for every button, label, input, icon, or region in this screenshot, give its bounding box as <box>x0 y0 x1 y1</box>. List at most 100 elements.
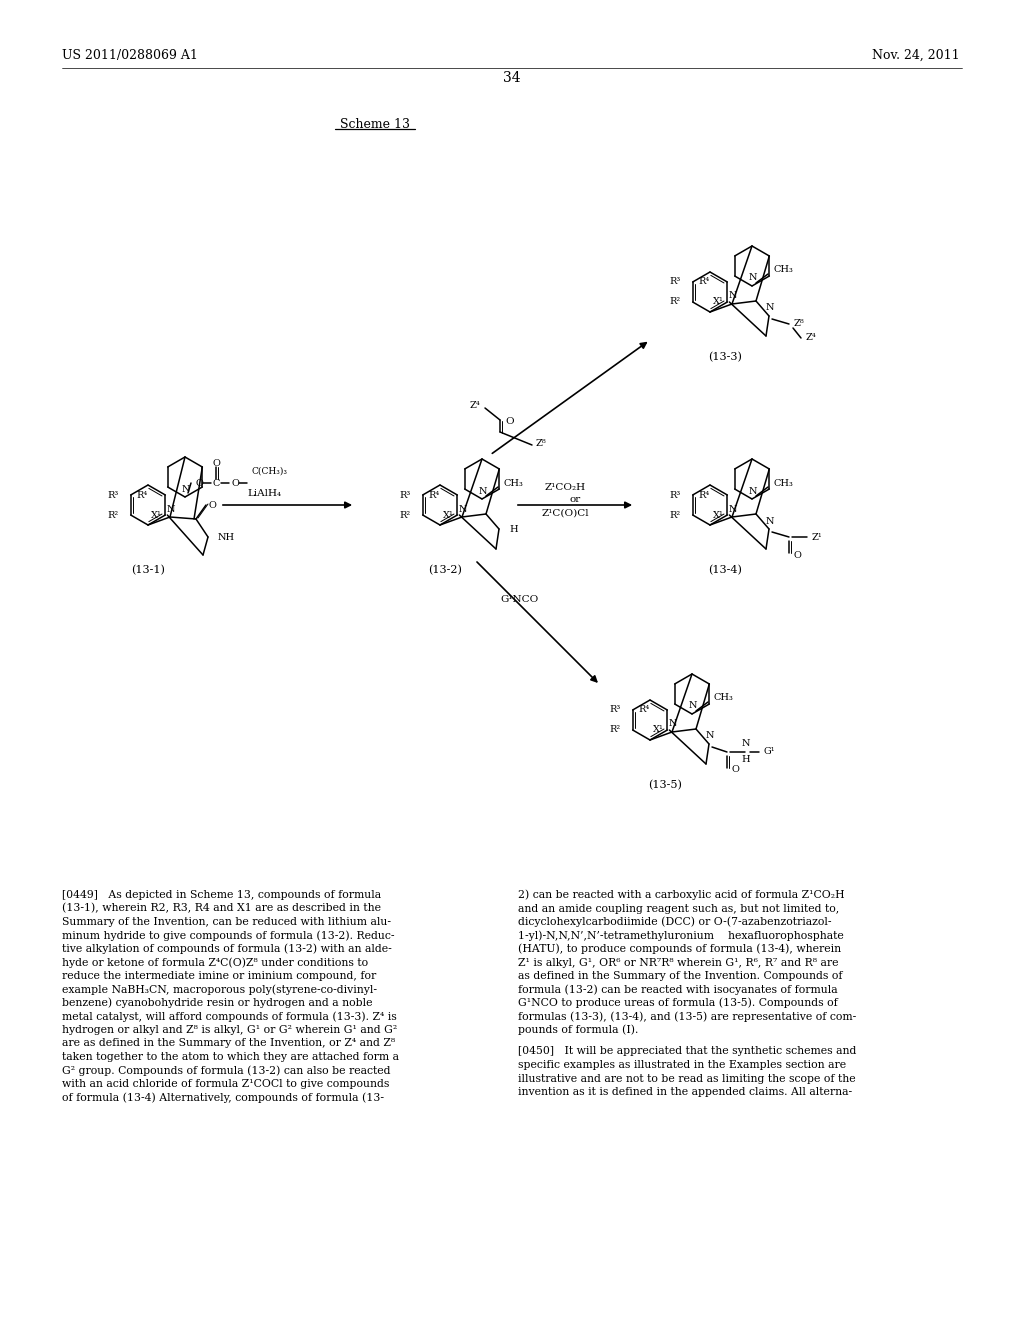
Text: Z¹CO₂H: Z¹CO₂H <box>545 483 586 492</box>
Text: 2) can be reacted with a carboxylic acid of formula Z¹CO₂H: 2) can be reacted with a carboxylic acid… <box>518 890 845 900</box>
Text: (13-4): (13-4) <box>708 565 742 576</box>
Text: N: N <box>741 739 751 748</box>
Text: formula (13-2) can be reacted with isocyanates of formula: formula (13-2) can be reacted with isocy… <box>518 985 838 995</box>
Text: G² group. Compounds of formula (13-2) can also be reacted: G² group. Compounds of formula (13-2) ca… <box>62 1065 390 1076</box>
Text: R⁴: R⁴ <box>698 277 710 286</box>
Text: G¹NCO to produce ureas of formula (13-5). Compounds of: G¹NCO to produce ureas of formula (13-5)… <box>518 998 838 1008</box>
Text: O: O <box>793 550 801 560</box>
Text: or: or <box>569 495 581 504</box>
Text: N: N <box>689 701 697 710</box>
Text: Z⁴: Z⁴ <box>469 401 480 411</box>
Text: R⁴: R⁴ <box>638 705 649 714</box>
Text: C(CH₃)₃: C(CH₃)₃ <box>252 466 288 475</box>
Text: Scheme 13: Scheme 13 <box>340 117 410 131</box>
Text: O: O <box>506 417 514 426</box>
Text: N: N <box>729 292 737 301</box>
Text: example NaBH₃CN, macroporous poly(styrene-co-divinyl-: example NaBH₃CN, macroporous poly(styren… <box>62 985 377 995</box>
Text: of formula (13-4) Alternatively, compounds of formula (13-: of formula (13-4) Alternatively, compoun… <box>62 1092 384 1102</box>
Text: O: O <box>208 500 216 510</box>
Text: metal catalyst, will afford compounds of formula (13-3). Z⁴ is: metal catalyst, will afford compounds of… <box>62 1011 396 1022</box>
Text: N: N <box>479 487 487 495</box>
Text: N: N <box>459 504 467 513</box>
Text: R³: R³ <box>669 491 680 499</box>
Text: (13-5): (13-5) <box>648 780 682 791</box>
Text: Z⁸: Z⁸ <box>536 438 547 447</box>
Text: benzene) cyanobohydride resin or hydrogen and a noble: benzene) cyanobohydride resin or hydroge… <box>62 998 373 1008</box>
Text: 1-yl)-N,N,N’,N’-tetramethyluronium    hexafluorophosphate: 1-yl)-N,N,N’,N’-tetramethyluronium hexaf… <box>518 931 844 941</box>
Text: N: N <box>749 487 758 495</box>
Text: invention as it is defined in the appended claims. All alterna-: invention as it is defined in the append… <box>518 1086 852 1097</box>
Text: R⁴: R⁴ <box>698 491 710 499</box>
Text: O: O <box>731 766 739 775</box>
Text: R³: R³ <box>108 491 119 499</box>
Text: R³: R³ <box>399 491 411 499</box>
Text: formulas (13-3), (13-4), and (13-5) are representative of com-: formulas (13-3), (13-4), and (13-5) are … <box>518 1011 856 1022</box>
Text: R²: R² <box>609 726 621 734</box>
Text: CH₃: CH₃ <box>774 479 794 487</box>
Text: O: O <box>195 479 203 487</box>
Text: R⁴: R⁴ <box>428 491 439 499</box>
Text: R³: R³ <box>609 705 621 714</box>
Text: reduce the intermediate imine or iminium compound, for: reduce the intermediate imine or iminium… <box>62 972 376 981</box>
Text: are as defined in the Summary of the Invention, or Z⁴ and Z⁸: are as defined in the Summary of the Inv… <box>62 1039 395 1048</box>
Text: N: N <box>167 504 175 513</box>
Text: N: N <box>669 719 677 729</box>
Text: Summary of the Invention, can be reduced with lithium alu-: Summary of the Invention, can be reduced… <box>62 917 391 927</box>
Text: with an acid chloride of formula Z¹COCl to give compounds: with an acid chloride of formula Z¹COCl … <box>62 1078 389 1089</box>
Text: NH: NH <box>218 532 236 541</box>
Text: O: O <box>212 458 220 467</box>
Text: (13-1): (13-1) <box>131 565 165 576</box>
Text: pounds of formula (I).: pounds of formula (I). <box>518 1024 638 1035</box>
Text: N: N <box>749 273 758 282</box>
Text: X¹: X¹ <box>442 511 454 520</box>
Text: Nov. 24, 2011: Nov. 24, 2011 <box>872 49 961 62</box>
Text: X¹: X¹ <box>713 511 723 520</box>
Text: R²: R² <box>669 297 680 306</box>
Text: N: N <box>729 504 737 513</box>
Text: as defined in the Summary of the Invention. Compounds of: as defined in the Summary of the Inventi… <box>518 972 843 981</box>
Text: CH₃: CH₃ <box>504 479 524 487</box>
Text: taken together to the atom to which they are attached form a: taken together to the atom to which they… <box>62 1052 399 1063</box>
Text: Z⁸: Z⁸ <box>794 319 805 329</box>
Text: N: N <box>766 516 774 525</box>
Text: R²: R² <box>669 511 680 520</box>
Text: dicyclohexylcarbodiimide (DCC) or O-(7-azabenzotriazol-: dicyclohexylcarbodiimide (DCC) or O-(7-a… <box>518 916 831 927</box>
Text: US 2011/0288069 A1: US 2011/0288069 A1 <box>62 49 198 62</box>
Text: hyde or ketone of formula Z⁴C(O)Z⁸ under conditions to: hyde or ketone of formula Z⁴C(O)Z⁸ under… <box>62 957 368 968</box>
Text: R²: R² <box>399 511 411 520</box>
Text: minum hydride to give compounds of formula (13-2). Reduc-: minum hydride to give compounds of formu… <box>62 931 394 941</box>
Text: X¹: X¹ <box>652 726 664 734</box>
Text: CH₃: CH₃ <box>714 693 734 702</box>
Text: 34: 34 <box>503 71 521 84</box>
Text: N: N <box>766 304 774 313</box>
Text: X¹: X¹ <box>713 297 723 306</box>
Text: G¹NCO: G¹NCO <box>500 595 539 605</box>
Text: Z¹: Z¹ <box>812 532 822 541</box>
Text: tive alkylation of compounds of formula (13-2) with an alde-: tive alkylation of compounds of formula … <box>62 944 392 954</box>
Text: C: C <box>212 479 220 487</box>
Text: N: N <box>706 731 715 741</box>
Text: X¹: X¹ <box>151 511 162 520</box>
Text: [0450]   It will be appreciated that the synthetic schemes and: [0450] It will be appreciated that the s… <box>518 1047 856 1056</box>
Text: (13-1), wherein R2, R3, R4 and X1 are as described in the: (13-1), wherein R2, R3, R4 and X1 are as… <box>62 903 381 913</box>
Text: CH₃: CH₃ <box>774 265 794 275</box>
Text: and an amide coupling reagent such as, but not limited to,: and an amide coupling reagent such as, b… <box>518 903 840 913</box>
Text: Z¹C(O)Cl: Z¹C(O)Cl <box>542 508 589 517</box>
Text: LiAlH₄: LiAlH₄ <box>248 488 282 498</box>
Text: [0449]   As depicted in Scheme 13, compounds of formula: [0449] As depicted in Scheme 13, compoun… <box>62 890 381 900</box>
Text: (13-2): (13-2) <box>428 565 462 576</box>
Text: Z¹ is alkyl, G¹, OR⁶ or NR⁷R⁸ wherein G¹, R⁶, R⁷ and R⁸ are: Z¹ is alkyl, G¹, OR⁶ or NR⁷R⁸ wherein G¹… <box>518 957 839 968</box>
Text: illustrative and are not to be read as limiting the scope of the: illustrative and are not to be read as l… <box>518 1073 856 1084</box>
Text: O: O <box>231 479 239 487</box>
Text: H: H <box>509 524 517 533</box>
Text: R⁴: R⁴ <box>136 491 147 499</box>
Text: N: N <box>181 484 190 494</box>
Text: (13-3): (13-3) <box>708 352 742 362</box>
Text: G¹: G¹ <box>764 747 775 756</box>
Text: R²: R² <box>108 511 118 520</box>
Text: Z⁴: Z⁴ <box>806 334 817 342</box>
Text: H: H <box>741 755 751 764</box>
Text: specific examples as illustrated in the Examples section are: specific examples as illustrated in the … <box>518 1060 846 1071</box>
Text: (HATU), to produce compounds of formula (13-4), wherein: (HATU), to produce compounds of formula … <box>518 944 841 954</box>
Text: R³: R³ <box>669 277 680 286</box>
